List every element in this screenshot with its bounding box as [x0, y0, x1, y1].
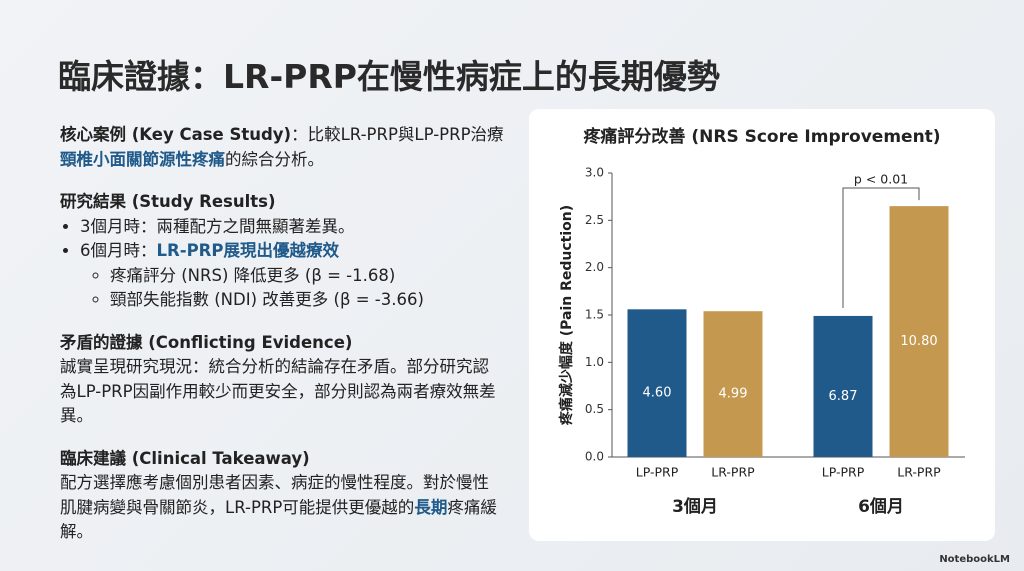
annotation: p < 0.01	[854, 172, 908, 187]
text: 的綜合分析。	[225, 149, 324, 169]
highlight: LR-PRP展現出優越療效	[156, 241, 339, 260]
text: 誠實呈現研究現況：統合分析的結論存在矛盾。部分研究認為LP-PRP因副作用較少而…	[60, 357, 496, 425]
y-tick-label: 0.5	[585, 402, 604, 416]
y-tick-label: 2.5	[585, 213, 604, 227]
heading: 研究結果 (Study Results)	[60, 192, 276, 211]
x-tick-label: LP-PRP	[822, 465, 865, 480]
y-tick-label: 0.0	[585, 450, 604, 464]
bar	[627, 309, 687, 457]
bar	[813, 315, 873, 457]
section: 核心案例 (Key Case Study)：比較LR-PRP與LP-PRP治療頸…	[60, 123, 505, 172]
y-tick-label: 3.0	[585, 166, 604, 180]
section: 研究結果 (Study Results) 3個月時：兩種配方之間無顯著差異。 6…	[60, 190, 505, 313]
bar	[889, 206, 949, 457]
significance-bracket	[842, 187, 920, 308]
text: 6個月時：	[80, 241, 157, 260]
heading: 臨床建議 (Clinical Takeaway)	[60, 448, 310, 468]
group-label: 6個月	[858, 496, 904, 517]
sub-bullet: 頸部失能指數 (NDI) 改善更多 (β = -3.66)	[110, 288, 505, 313]
sub-bullet: 疼痛評分 (NRS) 降低更多 (β = -1.68)	[110, 264, 505, 289]
heading: 核心案例 (Key Case Study)	[60, 125, 292, 144]
text: 3個月時：兩種配方之間無顯著差異。	[80, 216, 355, 236]
group-label: 3個月	[672, 496, 718, 517]
highlight: 長期	[414, 497, 448, 517]
bar	[703, 311, 763, 457]
y-tick-label: 1.5	[585, 308, 604, 322]
y-tick-label: 2.0	[585, 260, 604, 274]
text-column: 核心案例 (Key Case Study)：比較LR-PRP與LP-PRP治療頸…	[60, 123, 505, 563]
bar-text: 4.99	[719, 387, 748, 402]
text: 配方選擇應考慮個別患者因素、病症的慢性程度。對於慢性肌腱病變與骨關節炎，LR-P…	[60, 473, 489, 517]
brand: NotebookLM	[939, 554, 1010, 565]
bar-text: 10.80	[900, 334, 937, 349]
text: 疼痛緩解。	[60, 497, 497, 542]
x-tick-label: LR-PRP	[711, 465, 755, 480]
bullet: 3個月時：兩種配方之間無顯著差異。	[80, 215, 505, 240]
bullet-list: 3個月時：兩種配方之間無顯著差異。 6個月時：LR-PRP展現出優越療效 疼痛評…	[60, 215, 505, 313]
sub-list: 疼痛評分 (NRS) 降低更多 (β = -1.68) 頸部失能指數 (NDI)…	[80, 264, 505, 313]
bar-text: 4.60	[643, 386, 672, 401]
title: 臨床證據：LR-PRP在慢性病症上的長期優勢	[58, 57, 720, 96]
text: ：比較LR-PRP與LP-PRP治療	[291, 125, 504, 144]
bar-text: 6.87	[829, 389, 858, 404]
y-tick-label: 1.0	[585, 355, 604, 369]
chart-title: 疼痛評分改善 (NRS Score Improvement)	[583, 126, 940, 147]
section: 矛盾的證據 (Conflicting Evidence) 誠實呈現研究現況：統合…	[60, 331, 505, 429]
section: 臨床建議 (Clinical Takeaway) 配方選擇應考慮個別患者因素、病…	[60, 447, 505, 545]
x-tick-label: LP-PRP	[636, 465, 679, 480]
bullet: 6個月時：LR-PRP展現出優越療效 疼痛評分 (NRS) 降低更多 (β = …	[80, 239, 505, 313]
y-axis-label: 疼痛減少幅度 (Pain Reduction)	[558, 205, 575, 425]
highlight: 頸椎小面關節源性疼痛	[60, 149, 225, 169]
heading: 矛盾的證據 (Conflicting Evidence)	[60, 332, 353, 352]
x-tick-label: LR-PRP	[897, 465, 941, 480]
